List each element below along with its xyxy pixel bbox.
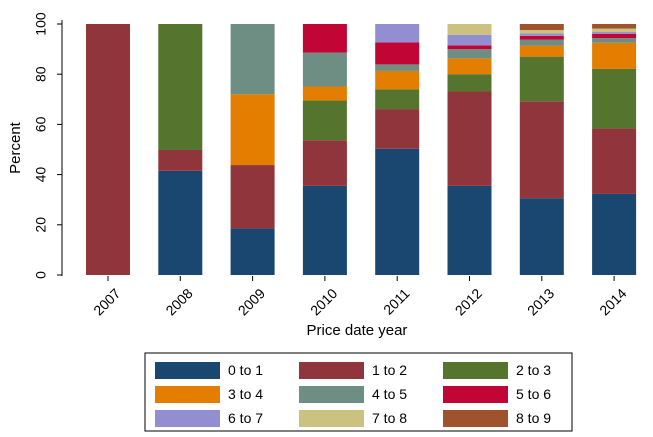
bar-segment-2009-3-to-4 bbox=[230, 94, 275, 166]
bar-segment-2012-3-to-4 bbox=[447, 58, 492, 75]
bar-segment-2010-5-to-6 bbox=[302, 24, 347, 53]
x-tick-label: 2014 bbox=[596, 285, 629, 318]
bar-segment-2014-3-to-4 bbox=[592, 42, 637, 69]
x-axis-title: Price date year bbox=[307, 322, 408, 339]
y-tick-label: 40 bbox=[33, 167, 49, 183]
x-tick-label: 2007 bbox=[90, 285, 123, 318]
legend-label: 0 to 1 bbox=[228, 362, 263, 378]
bar-segment-2011-0-to-1 bbox=[375, 148, 420, 275]
bar-segment-2007-1-to-2 bbox=[86, 24, 130, 275]
bar-segment-2012-5-to-6 bbox=[447, 45, 492, 50]
x-tick-label: 2008 bbox=[162, 285, 195, 318]
x-tick-label: 2012 bbox=[452, 285, 485, 318]
bar-segment-2008-2-to-3 bbox=[158, 24, 203, 151]
legend-swatch bbox=[299, 386, 364, 403]
bar-segment-2013-4-to-5 bbox=[519, 39, 564, 46]
y-tick-label: 20 bbox=[33, 217, 49, 233]
bar-segment-2012-4-to-5 bbox=[447, 49, 492, 59]
bar-segment-2014-0-to-1 bbox=[592, 193, 637, 275]
legend-swatch bbox=[155, 386, 220, 403]
bar-segment-2013-2-to-3 bbox=[519, 56, 564, 102]
bar-segment-2012-1-to-2 bbox=[447, 91, 492, 186]
y-tick-label: 60 bbox=[33, 116, 49, 132]
legend-label: 4 to 5 bbox=[372, 386, 407, 402]
legend-label: 6 to 7 bbox=[228, 410, 263, 426]
y-tick-label: 100 bbox=[33, 12, 49, 36]
bar-segment-2008-0-to-1 bbox=[158, 170, 203, 275]
legend-label: 2 to 3 bbox=[516, 362, 551, 378]
x-tick-label: 2011 bbox=[380, 285, 413, 318]
legend-label: 3 to 4 bbox=[228, 386, 263, 402]
bar-segment-2012-2-to-3 bbox=[447, 74, 492, 92]
legend-label: 8 to 9 bbox=[516, 410, 551, 426]
legend-swatch bbox=[443, 386, 508, 403]
bar-segment-2010-0-to-1 bbox=[302, 185, 347, 275]
bar-segment-2014-8-to-9 bbox=[592, 24, 637, 29]
bar-segment-2013-5-to-6 bbox=[519, 35, 564, 40]
bar-segment-2014-1-to-2 bbox=[592, 128, 637, 194]
legend-swatch bbox=[443, 362, 508, 379]
bar-segment-2011-5-to-6 bbox=[375, 42, 420, 65]
bar-segment-2009-1-to-2 bbox=[230, 165, 275, 229]
bar-segment-2014-2-to-3 bbox=[592, 68, 637, 129]
bar-segment-2008-1-to-2 bbox=[158, 150, 203, 171]
bar-segment-2013-7-to-8 bbox=[519, 30, 564, 34]
bar-segment-2010-1-to-2 bbox=[302, 140, 347, 186]
legend-label: 1 to 2 bbox=[372, 362, 407, 378]
legend-label: 7 to 8 bbox=[372, 410, 407, 426]
bar-segment-2012-7-to-8 bbox=[447, 24, 492, 35]
legend: 0 to 1 1 to 2 2 to 3 3 to 4 4 to 5 5 to 6 6 to… bbox=[144, 352, 573, 432]
bar-segment-2014-6-to-7 bbox=[592, 32, 637, 34]
bar-segment-2011-3-to-4 bbox=[375, 70, 420, 90]
bar-segment-2009-0-to-1 bbox=[230, 228, 275, 275]
y-tick-label: 80 bbox=[33, 66, 49, 82]
bar-segment-2014-7-to-8 bbox=[592, 28, 637, 33]
bar-segment-2011-6-to-7 bbox=[375, 24, 420, 43]
legend-swatch bbox=[299, 410, 364, 427]
bar-segment-2011-4-to-5 bbox=[375, 64, 420, 71]
x-tick-label: 2010 bbox=[307, 285, 340, 318]
legend-swatch bbox=[155, 362, 220, 379]
y-tick-label: 0 bbox=[33, 271, 49, 279]
bar-segment-2011-1-to-2 bbox=[375, 109, 420, 149]
bar-segment-2013-1-to-2 bbox=[519, 101, 564, 199]
bar-segment-2014-4-to-5 bbox=[592, 38, 637, 43]
bar-segment-2014-5-to-6 bbox=[592, 33, 637, 39]
x-tick-label: 2009 bbox=[235, 285, 268, 318]
bar-segment-2011-2-to-3 bbox=[375, 89, 420, 110]
y-axis-title: Percent bbox=[7, 121, 24, 174]
y-axis: 0 20 40 60 80 100 bbox=[33, 12, 62, 279]
legend-label: 5 to 6 bbox=[516, 386, 551, 402]
x-tick-label: 2013 bbox=[524, 285, 557, 318]
bar-segment-2010-4-to-5 bbox=[302, 52, 347, 87]
legend-swatch bbox=[443, 410, 508, 427]
bar-segment-2013-3-to-4 bbox=[519, 45, 564, 57]
bar-segment-2013-6-to-7 bbox=[519, 33, 564, 36]
bar-segment-2013-0-to-1 bbox=[519, 198, 564, 275]
bar-segment-2013-8-to-9 bbox=[519, 24, 564, 31]
bar-segment-2012-6-to-7 bbox=[447, 34, 492, 46]
bar-segment-2009-4-to-5 bbox=[230, 24, 275, 95]
legend-swatch bbox=[155, 410, 220, 427]
legend-swatch bbox=[299, 362, 364, 379]
bars-layer bbox=[86, 24, 637, 275]
x-axis: 2007 2008 2009 2010 2011 2012 2013 2014 bbox=[90, 276, 630, 319]
bar-segment-2010-3-to-4 bbox=[302, 86, 347, 101]
bar-segment-2012-0-to-1 bbox=[447, 185, 492, 275]
bar-segment-2010-2-to-3 bbox=[302, 100, 347, 141]
